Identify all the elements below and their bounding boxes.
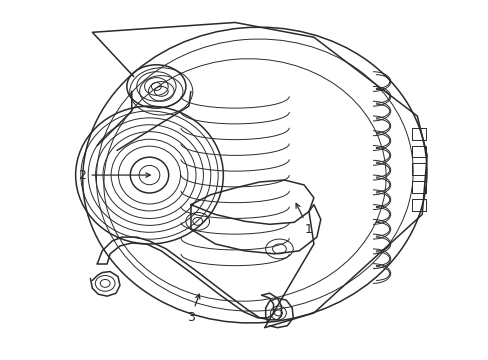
Text: 2: 2 bbox=[79, 168, 150, 181]
Text: 1: 1 bbox=[295, 203, 312, 236]
Text: 3: 3 bbox=[186, 294, 200, 324]
